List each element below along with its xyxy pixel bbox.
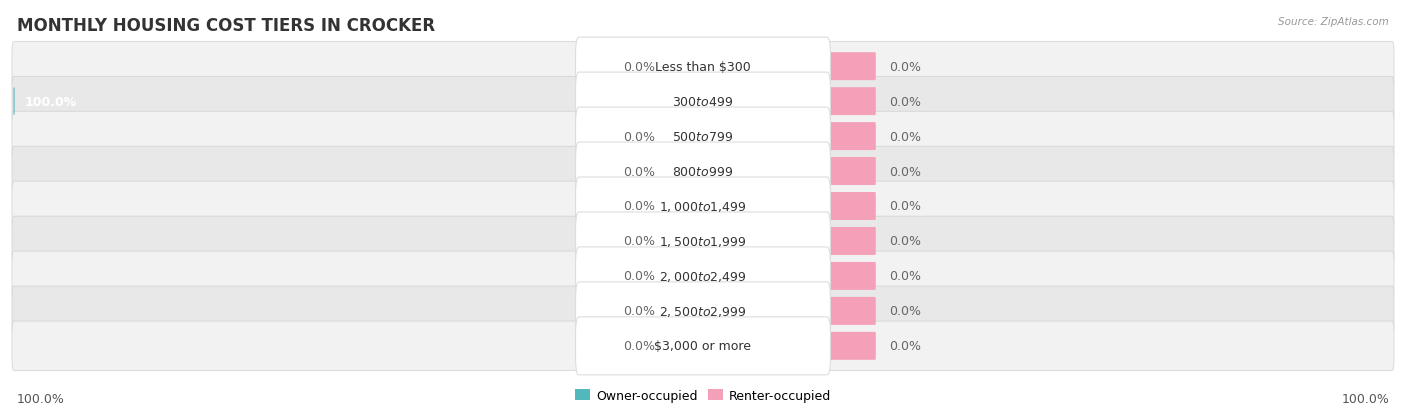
Text: 0.0%: 0.0% bbox=[623, 339, 655, 352]
Text: $1,500 to $1,999: $1,500 to $1,999 bbox=[659, 235, 747, 248]
Text: 0.0%: 0.0% bbox=[889, 305, 921, 318]
Text: 0.0%: 0.0% bbox=[623, 130, 655, 143]
FancyBboxPatch shape bbox=[13, 112, 1393, 161]
FancyBboxPatch shape bbox=[13, 147, 1393, 197]
FancyBboxPatch shape bbox=[823, 53, 876, 81]
FancyBboxPatch shape bbox=[823, 332, 876, 360]
Text: 100.0%: 100.0% bbox=[1341, 392, 1389, 405]
FancyBboxPatch shape bbox=[823, 192, 876, 221]
FancyBboxPatch shape bbox=[575, 317, 831, 375]
FancyBboxPatch shape bbox=[575, 247, 831, 305]
Text: Less than $300: Less than $300 bbox=[655, 61, 751, 74]
Text: $300 to $499: $300 to $499 bbox=[672, 95, 734, 108]
FancyBboxPatch shape bbox=[575, 73, 831, 131]
FancyBboxPatch shape bbox=[13, 182, 1393, 231]
FancyBboxPatch shape bbox=[665, 158, 703, 185]
Text: 100.0%: 100.0% bbox=[24, 95, 77, 108]
Text: 100.0%: 100.0% bbox=[17, 392, 65, 405]
FancyBboxPatch shape bbox=[823, 158, 876, 185]
FancyBboxPatch shape bbox=[13, 321, 1393, 371]
FancyBboxPatch shape bbox=[665, 262, 703, 290]
Text: 0.0%: 0.0% bbox=[889, 200, 921, 213]
FancyBboxPatch shape bbox=[575, 108, 831, 166]
FancyBboxPatch shape bbox=[575, 212, 831, 271]
FancyBboxPatch shape bbox=[13, 252, 1393, 301]
Text: 0.0%: 0.0% bbox=[889, 61, 921, 74]
FancyBboxPatch shape bbox=[665, 53, 703, 81]
FancyBboxPatch shape bbox=[823, 297, 876, 325]
Text: 0.0%: 0.0% bbox=[889, 235, 921, 248]
Text: 0.0%: 0.0% bbox=[623, 165, 655, 178]
Text: 0.0%: 0.0% bbox=[889, 165, 921, 178]
FancyBboxPatch shape bbox=[823, 123, 876, 151]
FancyBboxPatch shape bbox=[575, 178, 831, 235]
Text: 0.0%: 0.0% bbox=[623, 270, 655, 283]
Text: 0.0%: 0.0% bbox=[889, 95, 921, 108]
Text: 0.0%: 0.0% bbox=[623, 200, 655, 213]
FancyBboxPatch shape bbox=[13, 286, 1393, 336]
FancyBboxPatch shape bbox=[13, 77, 1393, 127]
Text: $3,000 or more: $3,000 or more bbox=[655, 339, 751, 352]
Text: $500 to $799: $500 to $799 bbox=[672, 130, 734, 143]
Text: $800 to $999: $800 to $999 bbox=[672, 165, 734, 178]
FancyBboxPatch shape bbox=[665, 192, 703, 221]
Legend: Owner-occupied, Renter-occupied: Owner-occupied, Renter-occupied bbox=[569, 384, 837, 407]
Text: $2,000 to $2,499: $2,000 to $2,499 bbox=[659, 269, 747, 283]
FancyBboxPatch shape bbox=[665, 123, 703, 151]
FancyBboxPatch shape bbox=[823, 228, 876, 255]
FancyBboxPatch shape bbox=[13, 216, 1393, 266]
Text: 0.0%: 0.0% bbox=[889, 339, 921, 352]
FancyBboxPatch shape bbox=[823, 88, 876, 116]
Text: 0.0%: 0.0% bbox=[623, 235, 655, 248]
FancyBboxPatch shape bbox=[823, 262, 876, 290]
Text: 0.0%: 0.0% bbox=[623, 61, 655, 74]
Text: $1,000 to $1,499: $1,000 to $1,499 bbox=[659, 199, 747, 214]
Text: 0.0%: 0.0% bbox=[889, 130, 921, 143]
Text: 0.0%: 0.0% bbox=[889, 270, 921, 283]
Text: 0.0%: 0.0% bbox=[623, 305, 655, 318]
Text: Source: ZipAtlas.com: Source: ZipAtlas.com bbox=[1278, 17, 1389, 26]
FancyBboxPatch shape bbox=[665, 297, 703, 325]
Text: MONTHLY HOUSING COST TIERS IN CROCKER: MONTHLY HOUSING COST TIERS IN CROCKER bbox=[17, 17, 434, 34]
FancyBboxPatch shape bbox=[665, 332, 703, 360]
FancyBboxPatch shape bbox=[13, 42, 1393, 92]
FancyBboxPatch shape bbox=[575, 282, 831, 340]
FancyBboxPatch shape bbox=[575, 38, 831, 96]
Text: $2,500 to $2,999: $2,500 to $2,999 bbox=[659, 304, 747, 318]
FancyBboxPatch shape bbox=[575, 142, 831, 201]
FancyBboxPatch shape bbox=[665, 228, 703, 255]
